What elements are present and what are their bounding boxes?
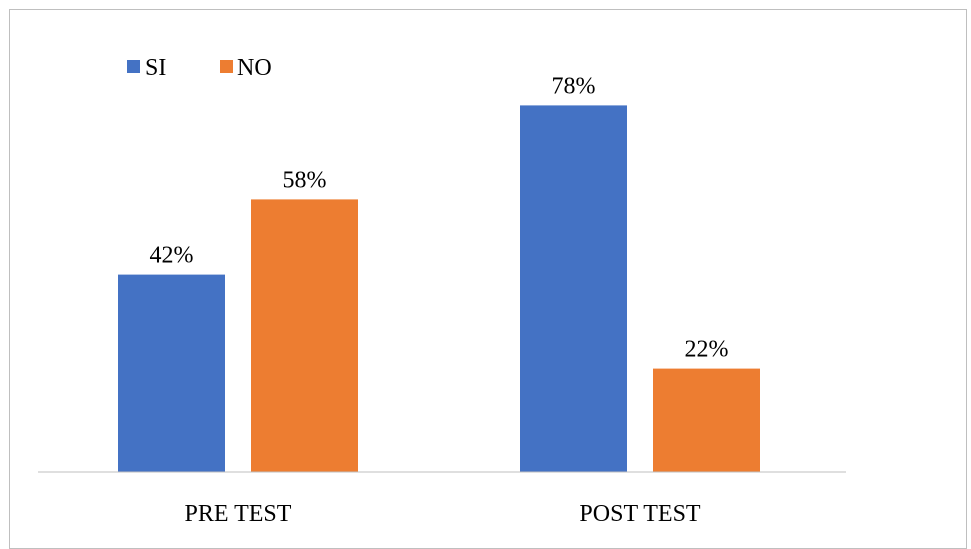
legend-swatch-si <box>127 60 140 73</box>
bar-si-post-test <box>520 105 627 473</box>
legend-swatch-no <box>220 60 233 73</box>
bar-no-pre-test <box>251 199 358 472</box>
x-tick-label-post-test: POST TEST <box>579 501 700 527</box>
bar-no-post-test <box>653 368 760 472</box>
data-label-no-pre-test: 58% <box>283 167 327 193</box>
data-label-si-post-test: 78% <box>552 73 596 99</box>
bar-si-pre-test <box>118 274 225 472</box>
legend-label-no: NO <box>237 55 272 81</box>
legend-label-si: SI <box>145 55 166 81</box>
data-label-no-post-test: 22% <box>685 337 729 363</box>
bar-chart: 42% 58% PRE TEST 78% 22% POST TEST SI NO <box>38 55 846 527</box>
x-tick-label-pre-test: PRE TEST <box>185 501 292 527</box>
data-label-si-pre-test: 42% <box>150 243 194 269</box>
